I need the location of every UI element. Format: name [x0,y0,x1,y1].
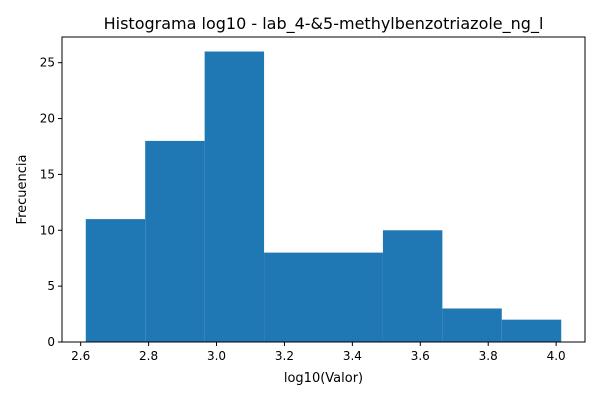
x-tick-label: 3.4 [343,349,362,363]
x-axis-label: log10(Valor) [284,371,363,386]
x-tick-label: 2.6 [71,349,90,363]
bars-group [85,51,562,343]
histogram-bar [442,308,502,342]
x-tick-label: 3.2 [275,349,294,363]
y-tick-label: 5 [47,279,55,293]
y-axis-label: Frecuencia [15,155,30,225]
y-tick-label: 0 [47,335,55,349]
y-tick-label: 20 [40,112,55,126]
histogram-bar [145,140,205,342]
plot-frame [61,36,586,343]
histogram-bar [204,51,265,343]
histogram-bar [501,319,562,342]
x-tick-label: 3.8 [479,349,498,363]
y-axis-ticks: 0 5 10 15 20 25 [40,56,62,349]
x-tick-label: 3.6 [411,349,430,363]
histogram-bar [264,252,324,342]
histogram-bar [85,219,146,342]
x-tick-label: 4.0 [547,349,566,363]
chart-title: Histograma log10 - lab_4-&5-methylbenzot… [104,14,544,34]
histogram-bar [323,252,383,342]
y-tick-label: 25 [40,56,55,70]
x-axis-ticks: 2.6 2.8 3.0 3.2 3.4 3.6 3.8 4.0 [71,342,566,363]
y-tick-label: 10 [40,223,55,237]
histogram-bar [382,230,443,342]
y-tick-label: 15 [40,167,55,181]
x-tick-label: 2.8 [139,349,158,363]
x-tick-label: 3.0 [207,349,226,363]
